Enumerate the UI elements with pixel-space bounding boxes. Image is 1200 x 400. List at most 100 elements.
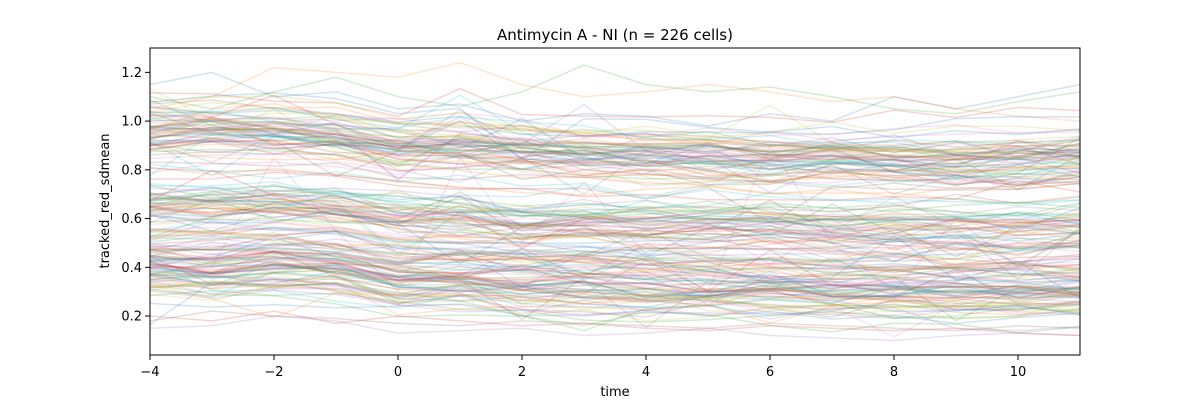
series-line (150, 139, 1080, 174)
series-line (150, 272, 1080, 310)
series-line (150, 112, 1080, 162)
series-line (150, 234, 1080, 285)
series-line (150, 210, 1080, 231)
series-line (150, 61, 1080, 122)
chart-title: Antimycin A - NI (n = 226 cells) (497, 26, 733, 44)
series-line (150, 139, 1080, 190)
series-line (150, 129, 1080, 191)
series-line (150, 232, 1080, 262)
series-line (150, 264, 1080, 307)
series-line (150, 280, 1080, 332)
series-line (150, 263, 1080, 304)
series-line (150, 220, 1080, 253)
series-line (150, 106, 1080, 147)
series-line (150, 125, 1080, 159)
series-line (150, 191, 1080, 218)
series-line (150, 199, 1080, 218)
series-line (150, 270, 1080, 299)
series-line (150, 169, 1080, 249)
series-line (150, 203, 1080, 242)
series-line (150, 134, 1080, 169)
series-line (150, 171, 1080, 201)
plot-frame (149, 47, 1081, 356)
series-line (150, 106, 1080, 152)
series-line (150, 119, 1080, 153)
series-line (150, 250, 1080, 274)
series-line (150, 241, 1080, 267)
series-line (150, 110, 1080, 159)
series-line (150, 192, 1080, 255)
series-line (150, 310, 1080, 337)
series-line (150, 202, 1080, 230)
series-line (150, 226, 1080, 263)
x-tick-label: −4 (140, 365, 159, 380)
series-line (150, 270, 1080, 307)
series-line (150, 94, 1080, 171)
series-line (150, 121, 1080, 185)
series-line (150, 251, 1080, 293)
series-line (150, 125, 1080, 173)
x-axis-label: time (600, 385, 629, 400)
series-line (150, 88, 1080, 151)
series-line (150, 192, 1080, 225)
series-line (150, 202, 1080, 281)
series-line (150, 247, 1080, 290)
series-line (150, 133, 1080, 177)
series-line (150, 272, 1080, 309)
series-line (150, 220, 1080, 264)
series-line (150, 193, 1080, 239)
series-line (150, 182, 1080, 212)
series-line (150, 103, 1080, 160)
y-tick-label: 1.2 (121, 66, 142, 81)
series-line (150, 279, 1080, 322)
series-line (150, 195, 1080, 233)
series-line (150, 261, 1080, 299)
series-line (150, 252, 1080, 297)
series-line (150, 235, 1080, 270)
series-line (150, 111, 1080, 158)
series-line (150, 187, 1080, 240)
x-tick-label: 0 (394, 365, 402, 380)
series-line (150, 252, 1080, 295)
series-line (150, 290, 1080, 323)
series-line (150, 236, 1080, 267)
series-line (150, 281, 1080, 332)
series-line (150, 133, 1080, 168)
series-line (150, 310, 1080, 332)
series-line (150, 241, 1080, 289)
x-tick-label: 10 (1010, 365, 1027, 380)
series-line (150, 116, 1080, 164)
series-line (150, 87, 1080, 124)
series-line (150, 187, 1080, 232)
x-tick-label: 2 (518, 365, 526, 380)
series-line (150, 181, 1080, 204)
series-line (150, 259, 1080, 299)
series-line (150, 207, 1080, 244)
series-line (150, 212, 1080, 258)
series-line (150, 246, 1080, 291)
series-line (150, 199, 1080, 262)
series-line (150, 139, 1080, 178)
series-line (150, 204, 1080, 234)
series-line (150, 282, 1080, 318)
series-line (150, 265, 1080, 293)
series-line (150, 281, 1080, 325)
series-line (150, 116, 1080, 194)
series-line (150, 230, 1080, 273)
series-line (150, 207, 1080, 239)
series-line (150, 95, 1080, 139)
series-line (150, 106, 1080, 138)
series-line (150, 113, 1080, 147)
series-line (150, 193, 1080, 238)
series-line (150, 127, 1080, 176)
series-line (150, 187, 1080, 241)
series-line (150, 71, 1080, 127)
series-line (150, 242, 1080, 270)
series-line (150, 257, 1080, 297)
series-line (150, 264, 1080, 301)
series-line (150, 252, 1080, 300)
series-line (150, 139, 1080, 179)
y-tick-label: 0.8 (121, 163, 142, 178)
series-line (150, 184, 1080, 218)
